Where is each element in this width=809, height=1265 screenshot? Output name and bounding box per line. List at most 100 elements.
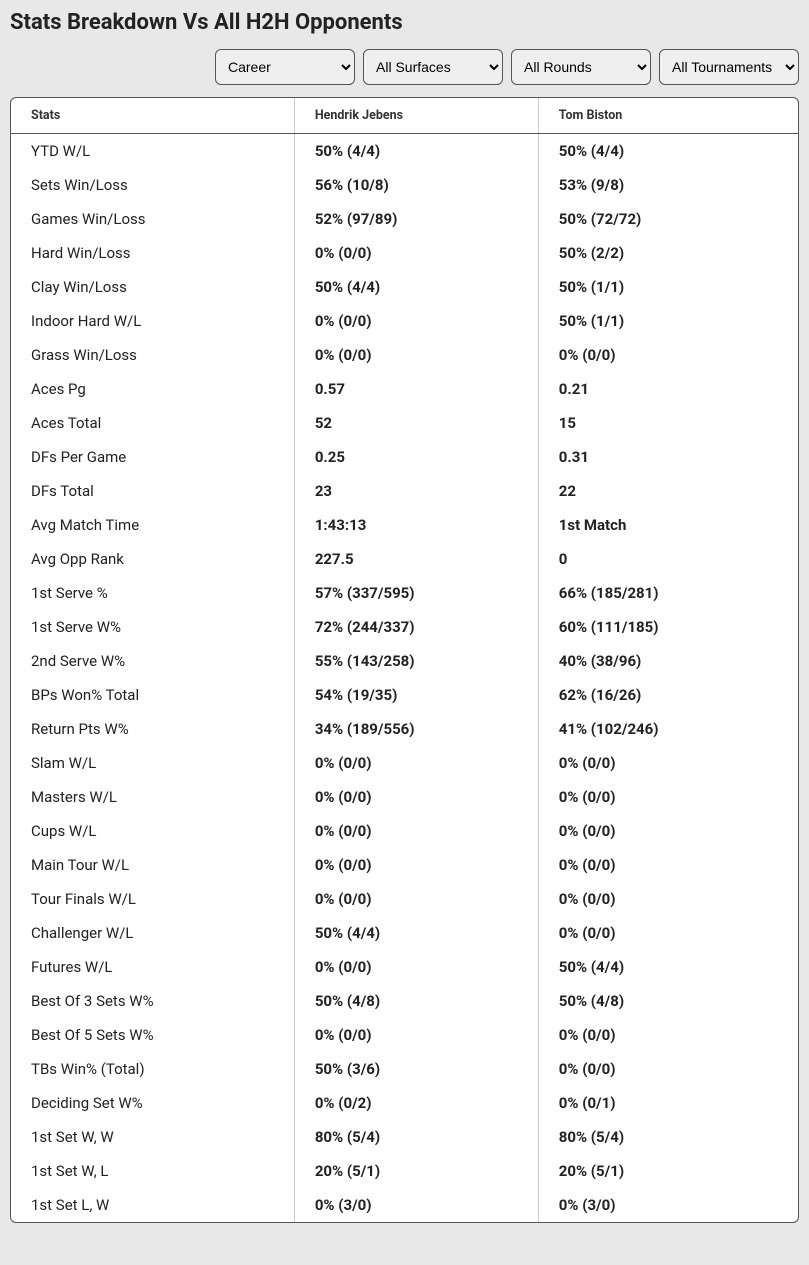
filters-bar: Career All Surfaces All Rounds All Tourn…	[10, 49, 799, 85]
player2-value: 0% (0/0)	[538, 848, 798, 882]
player2-value: 0% (0/0)	[538, 338, 798, 372]
table-row: Grass Win/Loss0% (0/0)0% (0/0)	[11, 338, 798, 372]
player2-value: 0% (0/0)	[538, 916, 798, 950]
table-row: Aces Pg0.570.21	[11, 372, 798, 406]
tournament-select[interactable]: All Tournaments	[659, 49, 799, 85]
player2-value: 0.31	[538, 440, 798, 474]
stat-label: Cups W/L	[11, 814, 294, 848]
table-row: Challenger W/L50% (4/4)0% (0/0)	[11, 916, 798, 950]
player1-value: 0% (0/0)	[294, 814, 538, 848]
surface-select[interactable]: All Surfaces	[363, 49, 503, 85]
player2-value: 66% (185/281)	[538, 576, 798, 610]
player1-value: 50% (3/6)	[294, 1052, 538, 1086]
stat-label: Slam W/L	[11, 746, 294, 780]
stat-label: 1st Set W, W	[11, 1120, 294, 1154]
player2-value: 0% (0/0)	[538, 1018, 798, 1052]
player1-value: 0% (0/0)	[294, 950, 538, 984]
player2-value: 0% (0/1)	[538, 1086, 798, 1120]
stat-label: Challenger W/L	[11, 916, 294, 950]
stat-label: Avg Match Time	[11, 508, 294, 542]
stat-label: Hard Win/Loss	[11, 236, 294, 270]
table-header-row: Stats Hendrik Jebens Tom Biston	[11, 98, 798, 134]
table-row: Futures W/L0% (0/0)50% (4/4)	[11, 950, 798, 984]
player2-value: 50% (4/8)	[538, 984, 798, 1018]
table-row: Masters W/L0% (0/0)0% (0/0)	[11, 780, 798, 814]
stat-label: Indoor Hard W/L	[11, 304, 294, 338]
player1-value: 55% (143/258)	[294, 644, 538, 678]
table-row: DFs Total2322	[11, 474, 798, 508]
stats-table-container: Stats Hendrik Jebens Tom Biston YTD W/L5…	[10, 97, 799, 1223]
stat-label: DFs Per Game	[11, 440, 294, 474]
table-row: Aces Total5215	[11, 406, 798, 440]
player1-value: 54% (19/35)	[294, 678, 538, 712]
player2-value: 0% (0/0)	[538, 814, 798, 848]
player2-value: 80% (5/4)	[538, 1120, 798, 1154]
table-row: Best Of 3 Sets W%50% (4/8)50% (4/8)	[11, 984, 798, 1018]
player1-value: 50% (4/4)	[294, 134, 538, 169]
table-row: Best Of 5 Sets W%0% (0/0)0% (0/0)	[11, 1018, 798, 1052]
stat-label: TBs Win% (Total)	[11, 1052, 294, 1086]
player2-value: 22	[538, 474, 798, 508]
player2-value: 62% (16/26)	[538, 678, 798, 712]
col-header-player2: Tom Biston	[538, 98, 798, 134]
stat-label: Best Of 5 Sets W%	[11, 1018, 294, 1052]
player2-value: 60% (111/185)	[538, 610, 798, 644]
player1-value: 52% (97/89)	[294, 202, 538, 236]
player1-value: 0% (0/0)	[294, 1018, 538, 1052]
stat-label: Games Win/Loss	[11, 202, 294, 236]
player2-value: 15	[538, 406, 798, 440]
table-row: YTD W/L50% (4/4)50% (4/4)	[11, 134, 798, 169]
stat-label: 2nd Serve W%	[11, 644, 294, 678]
stat-label: Avg Opp Rank	[11, 542, 294, 576]
stat-label: Sets Win/Loss	[11, 168, 294, 202]
player2-value: 1st Match	[538, 508, 798, 542]
table-row: 1st Serve W%72% (244/337)60% (111/185)	[11, 610, 798, 644]
table-row: Hard Win/Loss0% (0/0)50% (2/2)	[11, 236, 798, 270]
player1-value: 0% (0/0)	[294, 780, 538, 814]
player1-value: 72% (244/337)	[294, 610, 538, 644]
player1-value: 0.57	[294, 372, 538, 406]
table-row: Avg Opp Rank227.50	[11, 542, 798, 576]
player1-value: 52	[294, 406, 538, 440]
stat-label: 1st Set L, W	[11, 1188, 294, 1222]
player1-value: 0% (3/0)	[294, 1188, 538, 1222]
stat-label: Grass Win/Loss	[11, 338, 294, 372]
player1-value: 50% (4/8)	[294, 984, 538, 1018]
table-row: Deciding Set W%0% (0/2)0% (0/1)	[11, 1086, 798, 1120]
round-select[interactable]: All Rounds	[511, 49, 651, 85]
table-row: 1st Set W, L20% (5/1)20% (5/1)	[11, 1154, 798, 1188]
player2-value: 50% (4/4)	[538, 134, 798, 169]
stat-label: YTD W/L	[11, 134, 294, 169]
player2-value: 50% (1/1)	[538, 304, 798, 338]
stat-label: DFs Total	[11, 474, 294, 508]
player2-value: 20% (5/1)	[538, 1154, 798, 1188]
table-row: Clay Win/Loss50% (4/4)50% (1/1)	[11, 270, 798, 304]
table-row: BPs Won% Total54% (19/35)62% (16/26)	[11, 678, 798, 712]
stat-label: 1st Serve %	[11, 576, 294, 610]
stat-label: Deciding Set W%	[11, 1086, 294, 1120]
table-row: 1st Set L, W0% (3/0)0% (3/0)	[11, 1188, 798, 1222]
player1-value: 0% (0/2)	[294, 1086, 538, 1120]
table-row: Cups W/L0% (0/0)0% (0/0)	[11, 814, 798, 848]
stat-label: Aces Pg	[11, 372, 294, 406]
player1-value: 20% (5/1)	[294, 1154, 538, 1188]
stat-label: Best Of 3 Sets W%	[11, 984, 294, 1018]
player2-value: 0% (0/0)	[538, 1052, 798, 1086]
stat-label: Masters W/L	[11, 780, 294, 814]
period-select[interactable]: Career	[215, 49, 355, 85]
player1-value: 227.5	[294, 542, 538, 576]
stat-label: BPs Won% Total	[11, 678, 294, 712]
player1-value: 34% (189/556)	[294, 712, 538, 746]
col-header-player1: Hendrik Jebens	[294, 98, 538, 134]
table-row: 1st Serve %57% (337/595)66% (185/281)	[11, 576, 798, 610]
player2-value: 50% (4/4)	[538, 950, 798, 984]
table-row: Avg Match Time1:43:131st Match	[11, 508, 798, 542]
player1-value: 50% (4/4)	[294, 270, 538, 304]
player1-value: 50% (4/4)	[294, 916, 538, 950]
stat-label: 1st Set W, L	[11, 1154, 294, 1188]
player1-value: 0% (0/0)	[294, 882, 538, 916]
table-row: 1st Set W, W80% (5/4)80% (5/4)	[11, 1120, 798, 1154]
table-row: DFs Per Game0.250.31	[11, 440, 798, 474]
player1-value: 0% (0/0)	[294, 304, 538, 338]
player1-value: 57% (337/595)	[294, 576, 538, 610]
